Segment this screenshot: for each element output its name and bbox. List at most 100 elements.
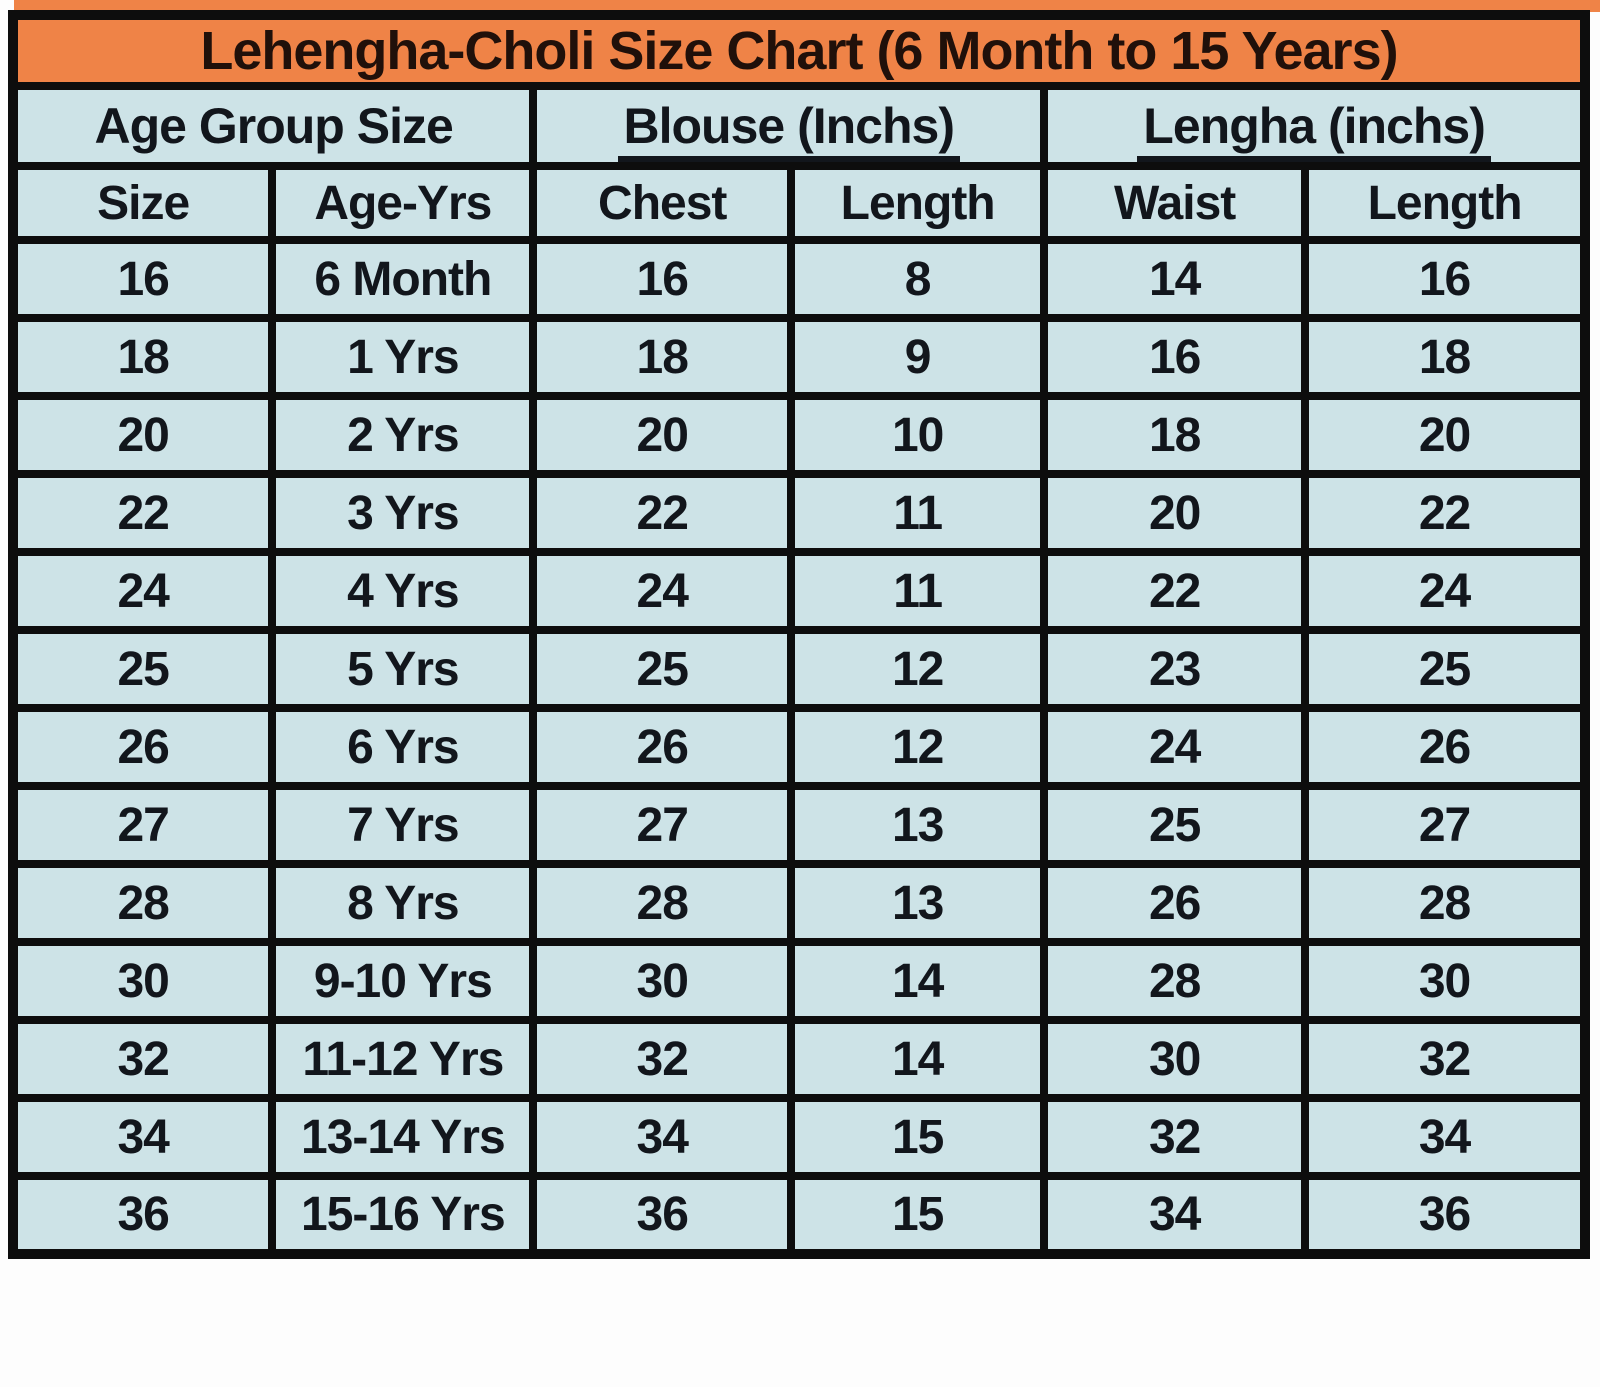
size-chart-table: Lehengha-Choli Size Chart (6 Month to 15… <box>8 10 1590 1259</box>
group-header-label: Age Group Size <box>94 98 454 154</box>
cell: 11 <box>787 548 1049 634</box>
cell: 18 <box>529 314 796 400</box>
cell: 30 <box>1040 1016 1310 1102</box>
table-body: 16 6 Month 16 8 14 16 18 1 Yrs 18 9 16 18 20 2 Yrs 20 1… <box>8 236 1589 1258</box>
cell: 11-12 Yrs <box>268 1016 538 1102</box>
cell: 13 <box>787 782 1049 868</box>
cell: 23 <box>1040 626 1310 712</box>
cell: 24 <box>1301 548 1589 634</box>
cell: 36 <box>529 1172 796 1258</box>
cell: 1 Yrs <box>268 314 538 400</box>
cell: 12 <box>787 704 1049 790</box>
group-header-label: Blouse (Inchs) <box>617 98 960 158</box>
chart-title: Lehengha-Choli Size Chart (6 Month to 15… <box>9 11 1589 90</box>
column-header-cell: Length <box>787 162 1049 244</box>
cell: 26 <box>8 704 277 790</box>
cell: 18 <box>1301 314 1589 400</box>
cell: 13-14 Yrs <box>268 1094 538 1180</box>
cell: 24 <box>8 548 277 634</box>
table-row: 25 5 Yrs 25 12 23 25 <box>8 626 1589 712</box>
cell: 20 <box>1040 470 1310 556</box>
cell: 3 Yrs <box>268 470 538 556</box>
cell: 32 <box>8 1016 277 1102</box>
cell: 6 Month <box>268 236 538 322</box>
group-header-cell: Blouse (Inchs) <box>529 82 1049 170</box>
cell: 22 <box>1301 470 1589 556</box>
column-header-cell: Length <box>1301 162 1589 244</box>
cell: 34 <box>8 1094 277 1180</box>
cell: 20 <box>1301 392 1589 478</box>
cell: 14 <box>1040 236 1310 322</box>
cell: 2 Yrs <box>268 392 538 478</box>
cell: 6 Yrs <box>268 704 538 790</box>
cell: 32 <box>529 1016 796 1102</box>
cell: 24 <box>1040 704 1310 790</box>
cell: 25 <box>1040 782 1310 868</box>
cell: 16 <box>1040 314 1310 400</box>
title-row: Lehengha-Choli Size Chart (6 Month to 15… <box>9 11 1589 90</box>
cell: 26 <box>529 704 796 790</box>
cell: 16 <box>529 236 796 322</box>
cell: 16 <box>1301 236 1589 322</box>
cell: 18 <box>8 314 277 400</box>
table-row: 30 9-10 Yrs 30 14 28 30 <box>8 938 1589 1024</box>
cell: 15 <box>787 1094 1049 1180</box>
cell: 24 <box>529 548 796 634</box>
cell: 30 <box>1301 938 1589 1024</box>
column-header-row: Size Age-Yrs Chest Length Waist Length <box>8 162 1589 244</box>
cell: 22 <box>529 470 796 556</box>
cell: 34 <box>529 1094 796 1180</box>
table-row: 27 7 Yrs 27 13 25 27 <box>8 782 1589 868</box>
table-row: 26 6 Yrs 26 12 24 26 <box>8 704 1589 790</box>
cell: 18 <box>1040 392 1310 478</box>
table-row: 18 1 Yrs 18 9 16 18 <box>8 314 1589 400</box>
cell: 12 <box>787 626 1049 712</box>
cell: 14 <box>787 1016 1049 1102</box>
cell: 4 Yrs <box>268 548 538 634</box>
cell: 28 <box>529 860 796 946</box>
cell: 13 <box>787 860 1049 946</box>
cell: 15 <box>787 1172 1049 1258</box>
cell: 28 <box>1301 860 1589 946</box>
table-row: 22 3 Yrs 22 11 20 22 <box>8 470 1589 556</box>
cell: 22 <box>1040 548 1310 634</box>
cell: 5 Yrs <box>268 626 538 712</box>
scan-edge-strip <box>14 0 1600 12</box>
table-row: 20 2 Yrs 20 10 18 20 <box>8 392 1589 478</box>
cell: 30 <box>529 938 796 1024</box>
cell: 14 <box>787 938 1049 1024</box>
cell: 27 <box>8 782 277 868</box>
cell: 25 <box>8 626 277 712</box>
cell: 25 <box>1301 626 1589 712</box>
group-header-label: Lengha (inchs) <box>1137 98 1491 158</box>
cell: 32 <box>1301 1016 1589 1102</box>
table-row: 36 15-16 Yrs 36 15 34 36 <box>8 1172 1589 1258</box>
cell: 20 <box>8 392 277 478</box>
cell: 36 <box>8 1172 277 1258</box>
cell: 34 <box>1040 1172 1310 1258</box>
cell: 22 <box>8 470 277 556</box>
cell: 34 <box>1301 1094 1589 1180</box>
cell: 10 <box>787 392 1049 478</box>
table-row: 28 8 Yrs 28 13 26 28 <box>8 860 1589 946</box>
cell: 26 <box>1040 860 1310 946</box>
cell: 30 <box>8 938 277 1024</box>
cell: 7 Yrs <box>268 782 538 868</box>
cell: 36 <box>1301 1172 1589 1258</box>
cell: 27 <box>1301 782 1589 868</box>
cell: 16 <box>8 236 277 322</box>
cell: 15-16 Yrs <box>268 1172 538 1258</box>
cell: 28 <box>1040 938 1310 1024</box>
column-header-cell: Size <box>8 162 277 244</box>
table-row: 24 4 Yrs 24 11 22 24 <box>8 548 1589 634</box>
cell: 25 <box>529 626 796 712</box>
table-row: 34 13-14 Yrs 34 15 32 34 <box>8 1094 1589 1180</box>
column-header-cell: Chest <box>529 162 796 244</box>
cell: 28 <box>8 860 277 946</box>
table-row: 16 6 Month 16 8 14 16 <box>8 236 1589 322</box>
cell: 11 <box>787 470 1049 556</box>
cell: 20 <box>529 392 796 478</box>
cell: 9 <box>787 314 1049 400</box>
column-header-cell: Waist <box>1040 162 1310 244</box>
group-header-cell: Age Group Size <box>8 82 538 170</box>
